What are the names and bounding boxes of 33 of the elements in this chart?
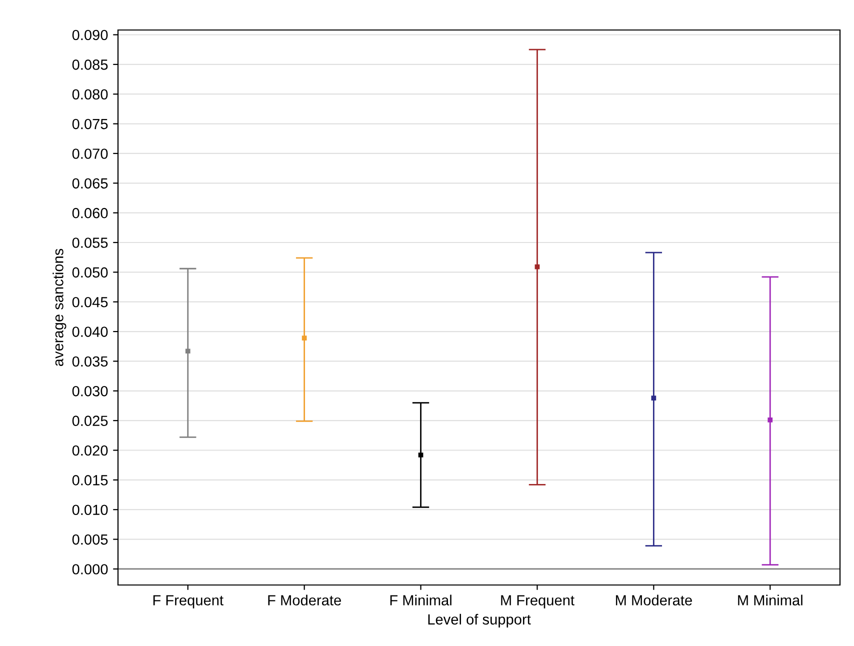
y-tick-label: 0.025 — [72, 416, 108, 426]
point — [418, 452, 424, 458]
point — [185, 348, 190, 354]
y-tick-label: 0.075 — [72, 118, 108, 130]
y-tick-label: 0.080 — [72, 89, 108, 100]
x-axis-title: Level of support — [428, 614, 531, 628]
y-tick-label: 0.035 — [72, 356, 108, 367]
x-tick-label: F Moderate — [268, 594, 341, 606]
y-axis-title: average sanctions — [52, 248, 66, 366]
x-tick-label: F Frequent — [153, 595, 224, 608]
y-tick-label: 0.085 — [72, 60, 108, 70]
point — [768, 418, 773, 422]
y-tick-label: 0.090 — [72, 30, 108, 40]
y-tick-label: 0.060 — [72, 208, 108, 218]
y-tick-label: 0.005 — [72, 534, 108, 545]
y-tick-label: 0.055 — [72, 238, 108, 248]
y-tick-label: 0.020 — [72, 445, 108, 456]
y-tick-label: 0.070 — [72, 148, 108, 159]
point — [651, 396, 656, 400]
y-tick-label: 0.045 — [72, 296, 108, 308]
y-tick-label: 0.000 — [72, 564, 108, 574]
y-tick-label: 0.040 — [72, 326, 108, 337]
point — [534, 264, 540, 270]
point — [302, 336, 307, 340]
y-tick-label: 0.010 — [72, 504, 108, 516]
y-tick-label: 0.015 — [72, 475, 108, 486]
y-tick-label: 0.030 — [72, 386, 108, 396]
y-tick-label: 0.065 — [72, 178, 108, 189]
x-tick-label: M Moderate — [616, 594, 692, 606]
x-tick-label: M Frequent — [501, 595, 574, 608]
x-tick-label: F Minimal — [390, 594, 452, 606]
y-tick-label: 0.050 — [72, 267, 108, 278]
x-tick-label: M Minimal — [738, 594, 802, 606]
